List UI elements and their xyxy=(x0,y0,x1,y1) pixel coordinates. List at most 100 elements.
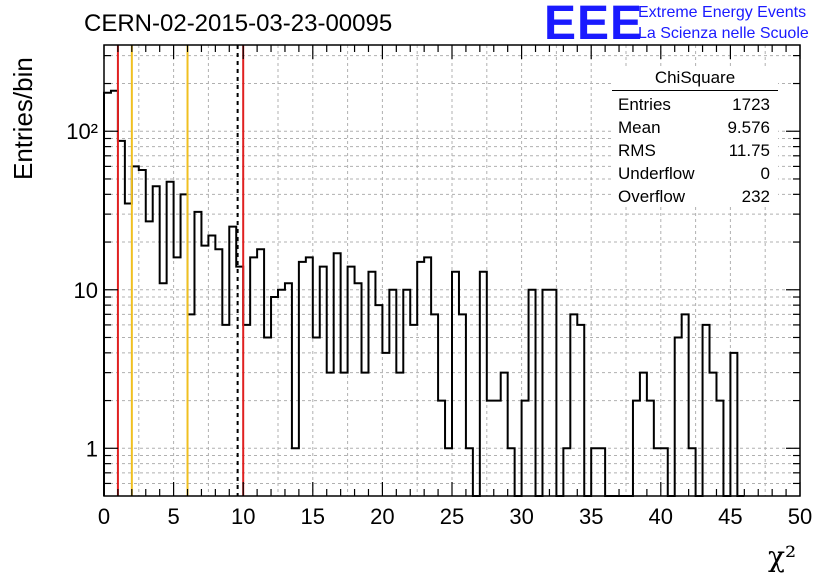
histogram-bin xyxy=(431,314,438,496)
histogram-bin xyxy=(355,283,362,496)
stats-value: 9.576 xyxy=(727,118,770,137)
histogram-bin xyxy=(181,194,188,496)
axes: 0 5 10 15 20 25 30 35 40 45 50 1 10 10² xyxy=(66,44,812,529)
histogram-bin xyxy=(111,91,118,496)
histogram-bin xyxy=(368,272,375,496)
stats-value: 11.75 xyxy=(728,141,770,160)
histogram-bin xyxy=(104,93,111,496)
histogram-bin xyxy=(243,325,250,496)
histogram-bin xyxy=(334,253,341,496)
histogram-bin xyxy=(174,257,181,496)
y-tick-label: 1 xyxy=(86,436,98,461)
stats-row-mean: Mean 9.576 xyxy=(612,116,778,139)
histogram-bin xyxy=(299,262,306,496)
histogram-bin xyxy=(480,272,487,496)
eee-logo: EEE xyxy=(544,0,644,50)
stats-label: RMS xyxy=(618,141,656,160)
histogram-bin xyxy=(194,212,201,496)
eee-logo-line-2: La Scienza nelle Scuole xyxy=(638,25,809,42)
histogram-bin xyxy=(445,448,452,496)
stats-label: Mean xyxy=(618,118,661,137)
histogram-bin xyxy=(229,227,236,496)
histogram-bin xyxy=(522,401,529,496)
histogram-bin xyxy=(153,186,160,496)
histogram-bin xyxy=(389,290,396,496)
histogram-bin xyxy=(549,290,556,496)
stats-row-overflow: Overflow 232 xyxy=(612,185,778,208)
histogram-bin xyxy=(508,448,515,496)
histogram-bin xyxy=(160,283,167,496)
stats-label: Underflow xyxy=(618,164,695,183)
histogram-bin xyxy=(146,221,153,496)
histogram-bin xyxy=(494,401,501,496)
histogram-bin xyxy=(410,325,417,496)
x-axis-label: χ² xyxy=(768,540,797,573)
histogram-bin xyxy=(348,267,355,496)
histogram-bin xyxy=(222,325,229,496)
histogram-bin xyxy=(306,257,313,496)
histogram-bin xyxy=(139,170,146,496)
x-tick-label: 25 xyxy=(440,504,464,529)
run-title: CERN-02-2015-03-23-00095 xyxy=(84,10,393,37)
histogram-bin xyxy=(208,235,215,496)
histogram-bin xyxy=(167,182,174,496)
x-tick-label: 0 xyxy=(98,504,110,529)
histogram-bin xyxy=(675,337,682,496)
stats-label: Entries xyxy=(618,95,671,114)
histogram-bin xyxy=(682,314,689,496)
histogram-bin xyxy=(375,305,382,496)
stats-title: ChiSquare xyxy=(612,66,778,91)
histogram-bin xyxy=(466,448,473,496)
histogram-bin xyxy=(542,290,549,496)
stats-box: ChiSquare Entries 1723 Mean 9.576 RMS 11… xyxy=(612,66,778,206)
stats-label: Overflow xyxy=(618,187,686,206)
histogram-bin xyxy=(313,337,320,496)
histogram-bin xyxy=(292,448,299,496)
histogram-bin xyxy=(417,262,424,496)
histogram-bin xyxy=(257,249,264,496)
histogram-bin xyxy=(278,290,285,496)
histogram-bin xyxy=(438,401,445,496)
x-tick-label: 50 xyxy=(788,504,812,529)
x-tick-label: 40 xyxy=(649,504,673,529)
histogram-bin xyxy=(320,267,327,496)
histogram-bin xyxy=(285,283,292,496)
histogram-bin xyxy=(403,290,410,496)
histogram-bin xyxy=(647,401,654,496)
stats-value: 1723 xyxy=(732,95,770,114)
histogram-bin xyxy=(188,314,195,496)
histogram-bin xyxy=(452,272,459,496)
histogram-bin xyxy=(424,257,431,496)
stats-row-underflow: Underflow 0 xyxy=(612,162,778,185)
histogram-bin xyxy=(396,373,403,496)
histogram-bin xyxy=(591,448,598,496)
histogram-bin xyxy=(529,290,536,496)
x-tick-label: 10 xyxy=(231,504,255,529)
histogram-bin xyxy=(730,353,737,496)
x-tick-label: 45 xyxy=(718,504,742,529)
histogram-bin xyxy=(710,373,717,496)
histogram-bin xyxy=(201,246,208,496)
histogram-bin xyxy=(341,373,348,496)
x-tick-label: 35 xyxy=(579,504,603,529)
x-tick-label: 20 xyxy=(370,504,394,529)
histogram-bin xyxy=(118,141,125,496)
histogram-bin xyxy=(250,257,257,496)
x-tick-label: 15 xyxy=(301,504,325,529)
histogram-bin xyxy=(654,448,661,496)
histogram-bin xyxy=(459,314,466,496)
histogram-bin xyxy=(327,373,334,496)
histogram-bin xyxy=(716,401,723,496)
stats-value: 0 xyxy=(760,164,770,183)
histogram-bin xyxy=(382,353,389,496)
cut-lines xyxy=(116,45,245,496)
histogram-bin xyxy=(661,448,668,496)
histogram-bin xyxy=(570,314,577,496)
histogram-bin xyxy=(271,297,278,496)
stats-value: 232 xyxy=(741,187,770,206)
histogram-bin xyxy=(215,249,222,496)
histogram-bin xyxy=(487,401,494,496)
histogram-bin xyxy=(689,448,696,496)
histogram-outline xyxy=(103,89,745,497)
